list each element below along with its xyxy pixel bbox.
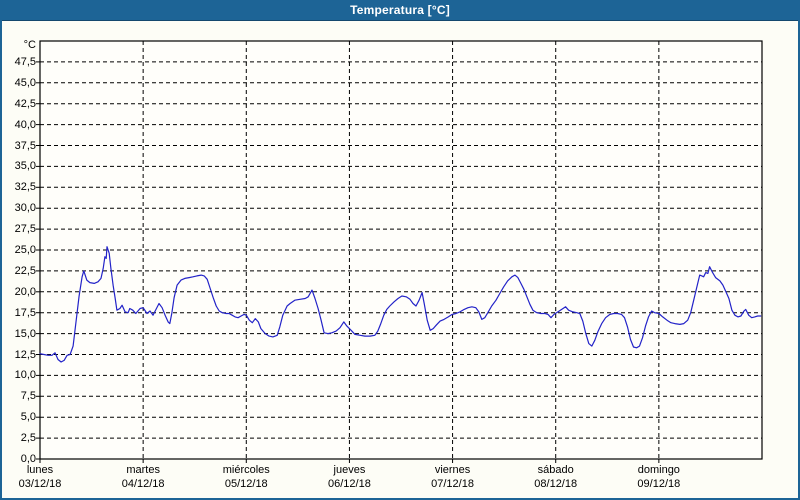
y-tick-label: 22,5 [14,264,36,277]
y-tick-label: 45,0 [14,76,36,89]
y-tick-label: 5,0 [20,411,36,424]
y-tick-label: 20,0 [14,285,36,298]
y-tick-label: 17,5 [14,306,36,319]
window-title-bar: Temperatura [°C] [0,0,800,21]
y-tick-label: 0,0 [20,453,36,465]
y-tick-label: 2,5 [20,432,36,445]
y-tick-label: 25,0 [14,244,36,256]
x-day-date: 05/12/18 [224,478,268,490]
y-tick-label: 7,5 [20,390,36,403]
x-day-name: miércoles [222,464,270,476]
x-day-date: 03/12/18 [18,478,62,490]
y-tick-label: 47,5 [14,55,36,68]
y-tick-label: 40,0 [14,118,36,131]
y-tick-label: 42,5 [14,97,36,110]
y-tick-label: 10,0 [14,369,36,382]
y-tick-label: 15,0 [14,327,36,340]
x-day-name: jueves [333,464,366,476]
y-tick-label: 30,0 [14,202,36,215]
x-day-date: 07/12/18 [431,478,474,490]
x-day-date: 06/12/18 [328,478,371,490]
plot-frame [39,40,763,460]
x-day-date: 08/12/18 [534,478,578,490]
temperature-series-line [39,246,762,363]
y-tick-label: 32,5 [14,181,36,194]
x-day-name: lunes [26,464,54,476]
x-day-name: domingo [637,464,680,476]
y-tick-label: 35,0 [14,160,36,173]
y-tick-label: 12,5 [14,348,36,361]
x-day-name: viernes [434,464,471,476]
y-axis-unit-label: °C [23,39,36,51]
x-day-name: sábado [537,464,574,476]
x-day-date: 04/12/18 [121,478,165,490]
window-title: Temperatura [°C] [350,3,450,17]
y-tick-label: 37,5 [14,139,36,152]
x-day-date: 09/12/18 [637,478,681,490]
y-tick-label: 27,5 [14,223,36,236]
x-day-name: martes [126,464,160,476]
